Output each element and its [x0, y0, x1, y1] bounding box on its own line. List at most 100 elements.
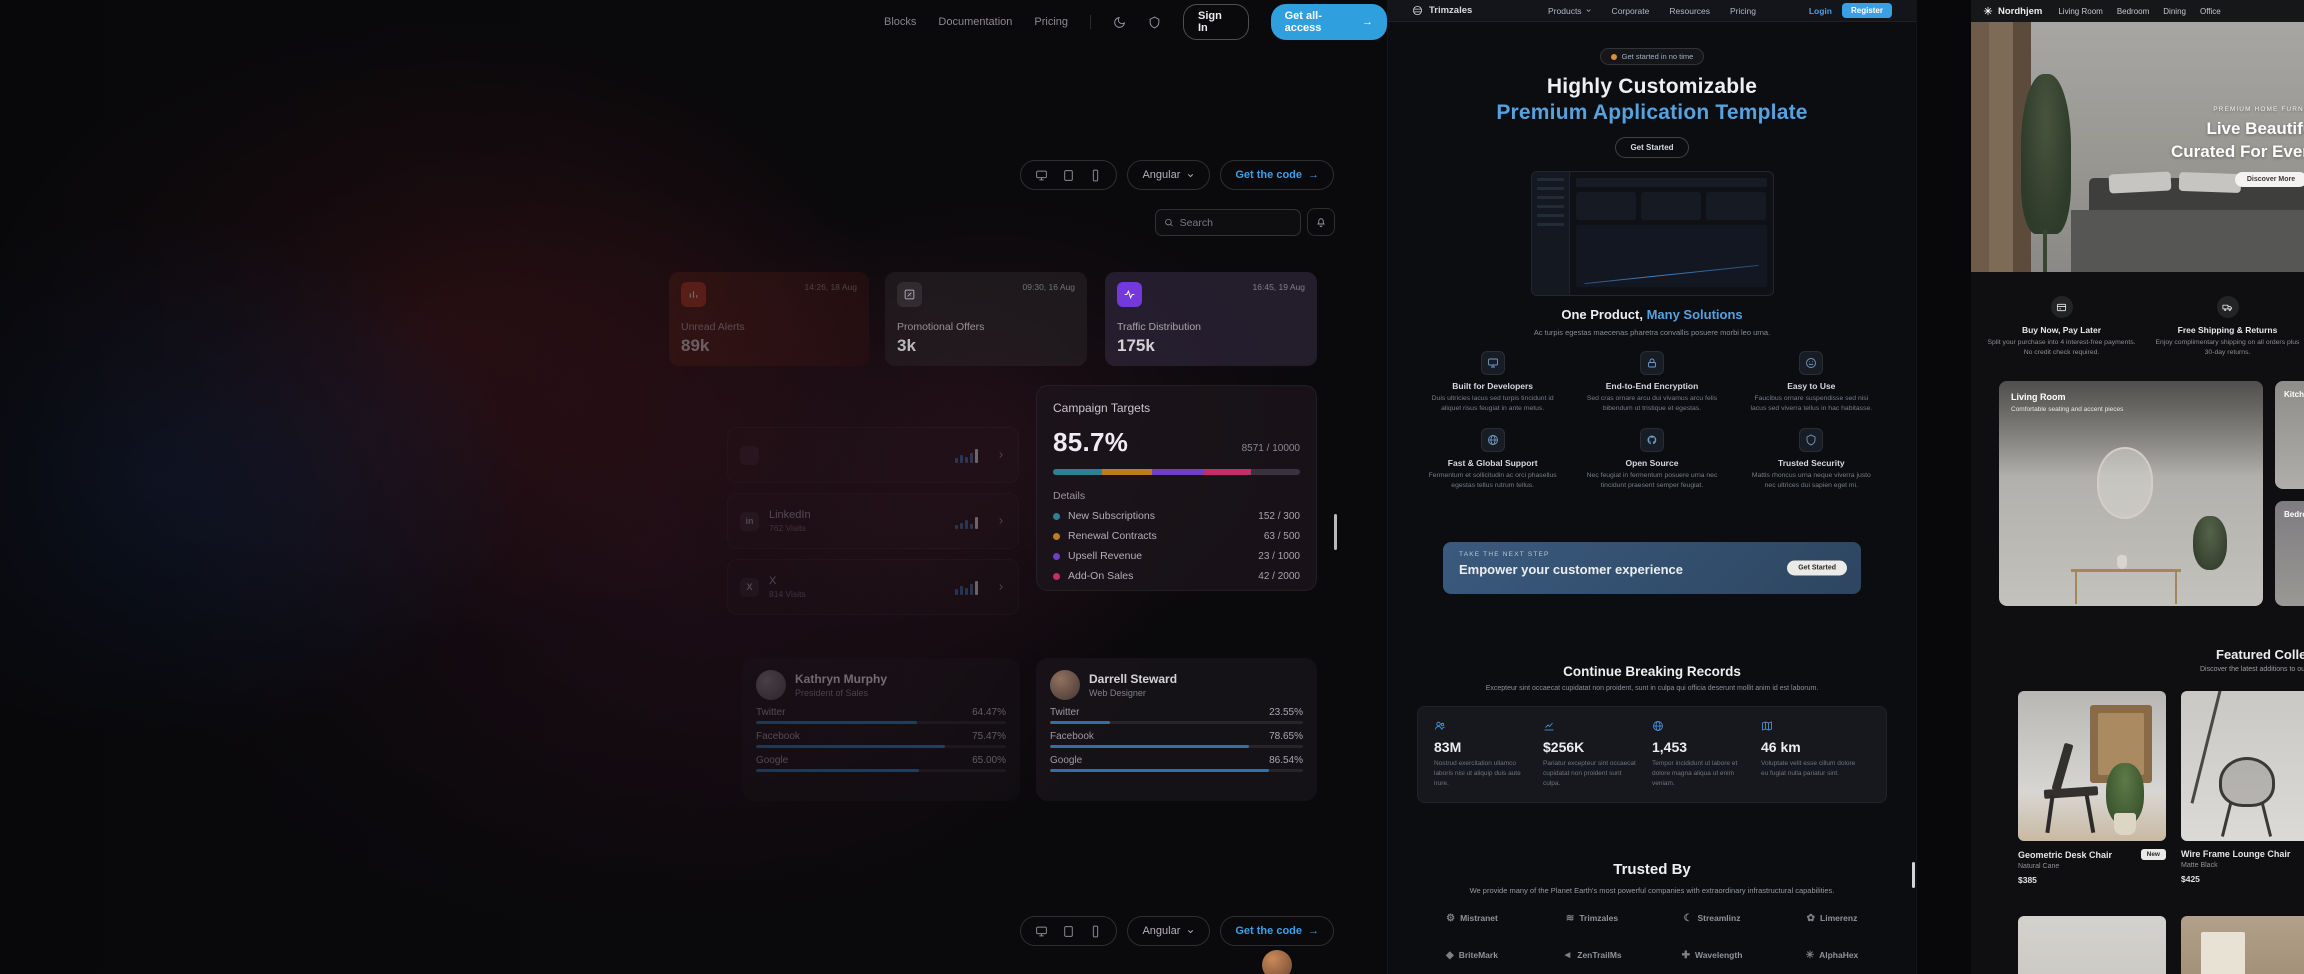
- framework-dropdown[interactable]: Angular: [1127, 160, 1211, 190]
- device-toggle-group[interactable]: [1020, 916, 1118, 946]
- framework-dropdown[interactable]: Angular: [1127, 916, 1211, 946]
- plus-icon: ✚: [1681, 949, 1690, 961]
- logo-limerenz: ✿ Limerenz: [1806, 912, 1858, 924]
- feature-desc: Sed cras ornare arcu dui vivamus arcu fe…: [1586, 395, 1718, 412]
- stat-desc: Voluptate velit esse cillum dolore eu fu…: [1761, 760, 1856, 778]
- nav-link-blocks[interactable]: Blocks: [884, 16, 917, 28]
- scrollbar-thumb[interactable]: [1912, 862, 1915, 888]
- get-the-code-button[interactable]: Get the code →: [1220, 160, 1334, 190]
- campaign-item: Upsell Revenue 23 / 1000: [1053, 550, 1300, 562]
- globe-icon: [1480, 427, 1505, 452]
- stat-card-traffic-distribution[interactable]: 16:45, 19 Aug Traffic Distribution 175k: [1105, 272, 1317, 366]
- stat-value: 1,453: [1652, 739, 1688, 756]
- chair-decor: [2219, 757, 2275, 808]
- product-image[interactable]: [2018, 916, 2166, 974]
- product-card-geometric-desk-chair[interactable]: Geometric Desk Chair New Natural Cane $3…: [2018, 691, 2166, 885]
- get-the-code-button[interactable]: Get the code →: [1220, 916, 1334, 946]
- product-image: [2018, 691, 2166, 842]
- scrollbar-thumb[interactable]: [1334, 514, 1337, 550]
- featured-subtitle: Discover the latest additions to our cur…: [2200, 666, 2304, 674]
- nav-link-documentation[interactable]: Documentation: [938, 16, 1013, 28]
- store-brand[interactable]: Nordhjem: [1983, 6, 2042, 17]
- credit-card-icon: [2050, 296, 2073, 318]
- cta-get-started-button[interactable]: Get Started: [1787, 560, 1847, 576]
- profile-name: Darrell Steward: [1089, 672, 1178, 686]
- progress-fill: [1050, 745, 1249, 748]
- stat-card-time: 16:45, 19 Aug: [1252, 282, 1305, 292]
- logo-trimzales: ≋ Trimzales: [1565, 912, 1619, 924]
- feature-title: End-to-End Encryption: [1605, 381, 1699, 391]
- hero-badge[interactable]: Get started in no time: [1599, 48, 1705, 65]
- product-variant: Natural Cane: [2018, 863, 2060, 871]
- campaign-item: New Subscriptions 152 / 300: [1053, 510, 1300, 522]
- campaign-ratio: 8571 / 10000: [1241, 443, 1300, 454]
- collection-card-bedroom[interactable]: Bedroom: [2275, 501, 2304, 607]
- notifications-button[interactable]: [1307, 208, 1335, 236]
- trusted-logos-grid: ⚙ Mistranet ≋ Trimzales ☾ Streamlinz ✿ Limer…: [1412, 913, 1892, 961]
- sign-in-button[interactable]: Sign In: [1183, 4, 1249, 40]
- avatar: [1050, 670, 1080, 700]
- register-button[interactable]: Register: [1841, 3, 1892, 18]
- profile-role: President of Sales: [795, 688, 869, 698]
- dark-mode-moon-icon[interactable]: [1113, 16, 1126, 29]
- collection-card-living-room[interactable]: Living Room Comfortable seating and acce…: [1999, 381, 2263, 607]
- cta-eyebrow: TAKE THE NEXT STEP: [1459, 551, 1550, 559]
- arrow-right-icon: →: [1308, 925, 1319, 937]
- x-icon: X: [740, 578, 759, 597]
- store-perks: Buy Now, Pay Later Split your purchase i…: [1971, 296, 2304, 358]
- campaign-item-label: Upsell Revenue: [1068, 550, 1143, 562]
- channel-icon: [740, 446, 759, 465]
- get-all-access-button[interactable]: Get all-access →: [1270, 4, 1387, 40]
- stat-desc: Nostrud exercitation ullamco laboris nis…: [1434, 760, 1521, 787]
- discover-more-button[interactable]: Discover More: [2234, 172, 2304, 187]
- search-input[interactable]: [1179, 216, 1292, 229]
- feature-desc: Nec feugiat in fermentum posuere urna ne…: [1586, 471, 1718, 489]
- nav-link-bedroom[interactable]: Bedroom: [2116, 6, 2150, 16]
- stats-section-subtitle: Excepteur sint occaecat cupidatat non pr…: [1485, 685, 1819, 693]
- stat-value: 46 km: [1761, 739, 1801, 756]
- feature-title: Easy to Use: [1787, 381, 1836, 391]
- phone-icon: [1093, 925, 1099, 937]
- nav-divider: [1090, 15, 1091, 29]
- stat-card-promotional-offers[interactable]: 09:30, 16 Aug Promotional Offers 3k: [885, 272, 1087, 366]
- hero-copy: PREMIUM HOME FURNITURE Live Beautifully,…: [2171, 106, 2304, 187]
- nav-link-living-room[interactable]: Living Room: [2058, 6, 2103, 16]
- nav-link-dining[interactable]: Dining: [2163, 6, 2186, 16]
- stat-card-alerts[interactable]: 14:26, 18 Aug Unread Alerts 89k: [669, 272, 869, 366]
- login-link[interactable]: Login: [1808, 5, 1832, 16]
- channel-row-x[interactable]: X X 814 Visits: [727, 559, 1019, 615]
- hero-title-line1: Highly Customizable: [1546, 75, 1758, 98]
- shield-icon[interactable]: [1148, 16, 1161, 29]
- nav-link-products[interactable]: Products: [1548, 6, 1592, 16]
- progress-track: [756, 721, 1006, 724]
- chevron-right-icon[interactable]: [996, 450, 1006, 460]
- metric-label: Twitter: [756, 707, 786, 718]
- stat-desc: Tempor incididunt ut labore et dolore ma…: [1652, 760, 1738, 787]
- collection-name: Living Room: [2011, 392, 2066, 403]
- chevron-right-icon[interactable]: [996, 582, 1006, 592]
- perk-buy-now-pay-later: Buy Now, Pay Later Split your purchase i…: [1987, 296, 2137, 358]
- stat-revenue: $256K Pariatur excepteur sint occaecat c…: [1543, 720, 1652, 788]
- channel-row-linkedin[interactable]: in LinkedIn 762 Visits: [727, 493, 1019, 549]
- device-toggle-group[interactable]: [1020, 160, 1118, 190]
- app-site-brand[interactable]: Trimzales: [1412, 5, 1472, 16]
- channel-row[interactable]: [727, 427, 1019, 483]
- progress-fill: [1050, 721, 1110, 724]
- nav-link-pricing[interactable]: Pricing: [1034, 16, 1069, 28]
- phone-icon: [1093, 169, 1099, 181]
- collection-desc: Comfortable seating and accent pieces: [2011, 406, 2124, 414]
- nav-link-pricing[interactable]: Pricing: [1730, 5, 1756, 16]
- product-image[interactable]: [2181, 916, 2304, 974]
- nav-link-resources[interactable]: Resources: [1669, 5, 1711, 16]
- nav-link-office[interactable]: Office: [2199, 6, 2221, 16]
- product-card-wire-frame-lounge-chair[interactable]: Wire Frame Lounge Chair Matte Black $425: [2181, 691, 2304, 884]
- hero-pillow: [2108, 171, 2172, 194]
- perk-title: Buy Now, Pay Later: [2021, 325, 2102, 335]
- collection-card-kitchen[interactable]: Kitchen: [2275, 381, 2304, 490]
- featured-collection-section: Featured Collection Discover the latest …: [1971, 647, 2304, 974]
- hero-title-line2: Curated For Every Space: [2171, 142, 2304, 161]
- chevron-right-icon[interactable]: [996, 516, 1006, 526]
- get-started-button[interactable]: Get Started: [1615, 137, 1689, 158]
- tablet-icon: [1064, 169, 1074, 181]
- nav-link-corporate[interactable]: Corporate: [1611, 5, 1650, 16]
